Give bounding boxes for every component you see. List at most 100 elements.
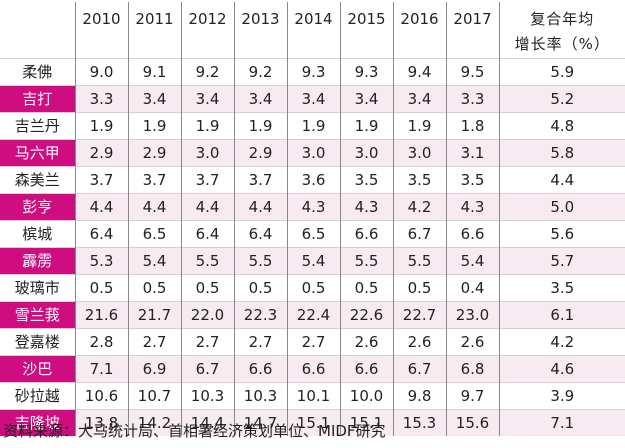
share-value: 2.9: [128, 139, 182, 167]
share-value: 7.1: [75, 355, 129, 383]
share-value: 9.3: [287, 58, 341, 86]
share-value: 1.9: [181, 112, 235, 140]
share-value: 21.6: [75, 301, 129, 329]
share-value: 1.9: [287, 112, 341, 140]
share-value: 10.7: [128, 382, 182, 410]
table-row: 马六甲 2.9 2.9 3.0 2.9 3.0 3.0 3.0 3.1 5.8: [0, 139, 625, 167]
cagr-value: 6.1: [499, 301, 625, 329]
share-value: 3.4: [181, 85, 235, 113]
share-value: 2.7: [287, 328, 341, 356]
share-value: 3.4: [287, 85, 341, 113]
share-value: 6.6: [340, 220, 394, 248]
share-value: 22.7: [393, 301, 447, 329]
share-value: 3.4: [393, 85, 447, 113]
share-value: 10.6: [75, 382, 129, 410]
share-value: 22.6: [340, 301, 394, 329]
share-value: 3.5: [446, 166, 500, 194]
share-value: 3.3: [446, 85, 500, 113]
cagr-header-line2: 增长率（%）: [498, 30, 625, 59]
share-value: 1.9: [340, 112, 394, 140]
share-value: 0.5: [75, 274, 129, 302]
state-name: 马六甲: [0, 139, 76, 167]
share-value: 3.0: [287, 139, 341, 167]
data-table: 2010 2011 2012 2013 2014 2015 2016 2017 …: [0, 2, 625, 436]
share-value: 9.7: [446, 382, 500, 410]
table-row: 沙巴 7.1 6.9 6.7 6.6 6.6 6.6 6.7 6.8 4.6: [0, 355, 625, 383]
cagr-value: 5.2: [499, 85, 625, 113]
share-value: 9.3: [340, 58, 394, 86]
cagr-header-line1: 复合年均: [498, 2, 625, 30]
share-value: 4.4: [75, 193, 129, 221]
year-header: 2011: [127, 2, 181, 30]
state-name: 吉兰丹: [0, 112, 76, 140]
share-value: 2.6: [446, 328, 500, 356]
share-value: 3.0: [393, 139, 447, 167]
state-name: 霹雳: [0, 247, 76, 275]
share-value: 21.7: [128, 301, 182, 329]
table-row: 登嘉楼 2.8 2.7 2.7 2.7 2.7 2.6 2.6 2.6 4.2: [0, 328, 625, 356]
share-value: 1.8: [446, 112, 500, 140]
cagr-value: 3.9: [499, 382, 625, 410]
share-value: 14.4: [181, 409, 235, 436]
share-value: 4.2: [393, 193, 447, 221]
state-name: 槟城: [0, 220, 76, 248]
state-name: 雪兰莪: [0, 301, 76, 329]
share-value: 1.9: [393, 112, 447, 140]
year-header: 2016: [392, 2, 446, 30]
share-value: 23.0: [446, 301, 500, 329]
cagr-value: 5.6: [499, 220, 625, 248]
share-value: 1.9: [75, 112, 129, 140]
cagr-value: 4.4: [499, 166, 625, 194]
share-value: 1.9: [234, 112, 288, 140]
share-value: 2.6: [393, 328, 447, 356]
share-value: 0.5: [287, 274, 341, 302]
share-value: 3.0: [340, 139, 394, 167]
cagr-value: 3.5: [499, 274, 625, 302]
share-value: 4.3: [287, 193, 341, 221]
share-value: 6.4: [234, 220, 288, 248]
share-value: 5.4: [446, 247, 500, 275]
table-header: 2010 2011 2012 2013 2014 2015 2016 2017 …: [0, 2, 625, 59]
share-value: 3.1: [446, 139, 500, 167]
share-value: 5.5: [181, 247, 235, 275]
share-value: 2.7: [128, 328, 182, 356]
state-name: 砂拉越: [0, 382, 76, 410]
share-value: 9.0: [75, 58, 129, 86]
share-value: 3.7: [75, 166, 129, 194]
share-value: 9.2: [181, 58, 235, 86]
share-value: 14.2: [128, 409, 182, 436]
share-value: 10.3: [234, 382, 288, 410]
share-value: 0.5: [340, 274, 394, 302]
state-name: 登嘉楼: [0, 328, 76, 356]
cagr-value: 5.7: [499, 247, 625, 275]
header-corner: [0, 30, 75, 59]
share-value: 10.1: [287, 382, 341, 410]
share-value: 6.7: [181, 355, 235, 383]
state-name: 柔佛: [0, 58, 76, 86]
table-row: 雪兰莪 21.6 21.7 22.0 22.3 22.4 22.6 22.7 23.0 6.1: [0, 301, 625, 329]
share-value: 6.7: [393, 220, 447, 248]
table-row: 霹雳 5.3 5.4 5.5 5.5 5.4 5.5 5.5 5.4 5.7: [0, 247, 625, 275]
share-value: 3.4: [340, 85, 394, 113]
cagr-value: 5.0: [499, 193, 625, 221]
state-name: 彭亨: [0, 193, 76, 221]
share-value: 6.4: [75, 220, 129, 248]
table-row: 柔佛 9.0 9.1 9.2 9.2 9.3 9.3 9.4 9.5 5.9: [0, 58, 625, 86]
share-value: 14.7: [234, 409, 288, 436]
share-value: 15.3: [393, 409, 447, 436]
year-header: 2012: [180, 2, 234, 30]
share-value: 3.7: [234, 166, 288, 194]
share-value: 6.7: [393, 355, 447, 383]
cagr-value: 4.8: [499, 112, 625, 140]
share-value: 4.3: [446, 193, 500, 221]
share-value: 4.4: [128, 193, 182, 221]
state-name: 吉打: [0, 85, 76, 113]
state-name: 森美兰: [0, 166, 76, 194]
table-row: 吉打 3.3 3.4 3.4 3.4 3.4 3.4 3.4 3.3 5.2: [0, 85, 625, 113]
share-value: 2.9: [75, 139, 129, 167]
share-value: 0.5: [234, 274, 288, 302]
table-row: 森美兰 3.7 3.7 3.7 3.7 3.6 3.5 3.5 3.5 4.4: [0, 166, 625, 194]
share-value: 6.8: [446, 355, 500, 383]
cagr-value: 4.2: [499, 328, 625, 356]
